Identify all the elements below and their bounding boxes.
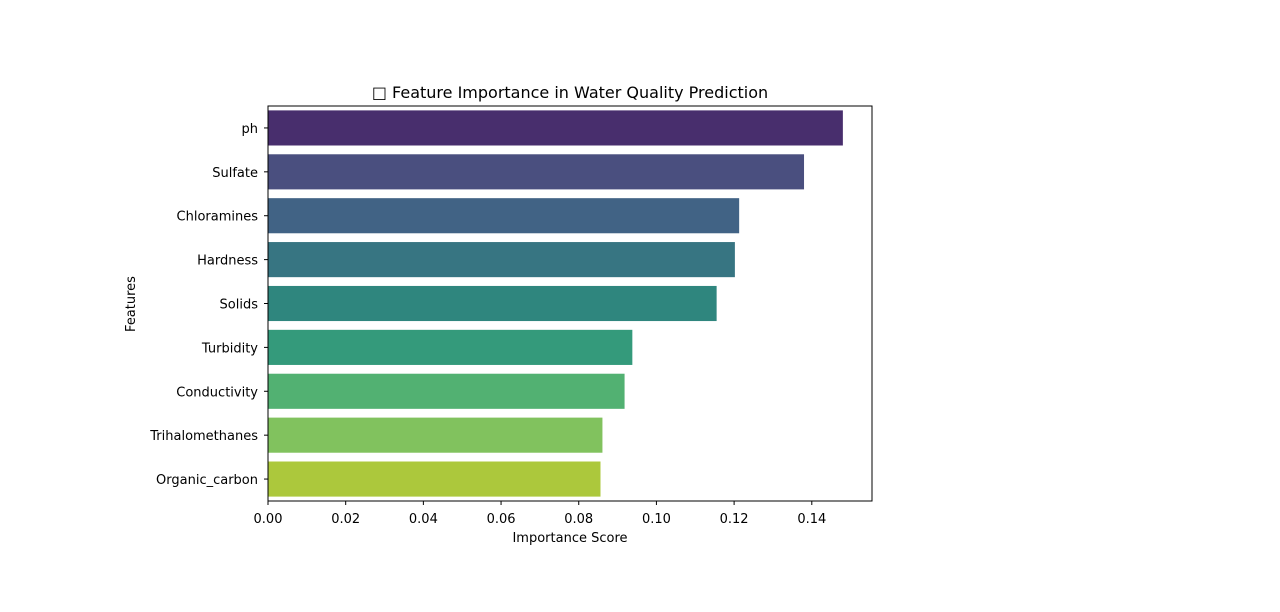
x-tick-label: 0.02 xyxy=(331,512,360,527)
y-tick-label: Sulfate xyxy=(212,166,258,181)
y-axis: ph Sulfate Chloramines Hardness Solids Turbid… xyxy=(149,122,268,488)
x-tick-label: 0.14 xyxy=(797,512,826,527)
y-tick-label: Trihalomethanes xyxy=(149,429,258,444)
bar-organic-carbon xyxy=(268,461,601,497)
y-tick-label: Solids xyxy=(220,298,259,313)
y-tick-label: ph xyxy=(242,122,259,137)
bar-solids xyxy=(268,285,717,322)
bar-turbidity xyxy=(268,329,633,365)
x-tick-label: 0.12 xyxy=(720,512,749,527)
x-tick-label: 0.08 xyxy=(564,512,593,527)
y-tick-label: Turbidity xyxy=(201,341,258,356)
x-tick-label: 0.04 xyxy=(409,512,438,527)
bar-chloramines xyxy=(268,198,740,234)
x-axis-label: Importance Score xyxy=(512,531,627,546)
x-axis: 0.00 0.02 0.04 0.06 0.08 0.10 0.12 0.14 xyxy=(254,501,826,527)
x-tick-label: 0.06 xyxy=(487,512,516,527)
chart-title: □ Feature Importance in Water Quality Pr… xyxy=(372,83,768,102)
y-tick-label: Conductivity xyxy=(176,385,258,400)
bars-group xyxy=(268,110,843,497)
y-tick-label: Hardness xyxy=(197,254,258,269)
y-tick-label: Chloramines xyxy=(177,210,259,225)
y-axis-label: Features xyxy=(124,276,139,332)
bar-trihalomethanes xyxy=(268,417,603,453)
bar-sulfate xyxy=(268,154,805,190)
x-tick-label: 0.10 xyxy=(642,512,671,527)
x-tick-label: 0.00 xyxy=(254,512,283,527)
bar-conductivity xyxy=(268,373,625,409)
bar-hardness xyxy=(268,242,735,278)
y-tick-label: Organic_carbon xyxy=(156,473,258,488)
bar-ph xyxy=(268,110,843,146)
